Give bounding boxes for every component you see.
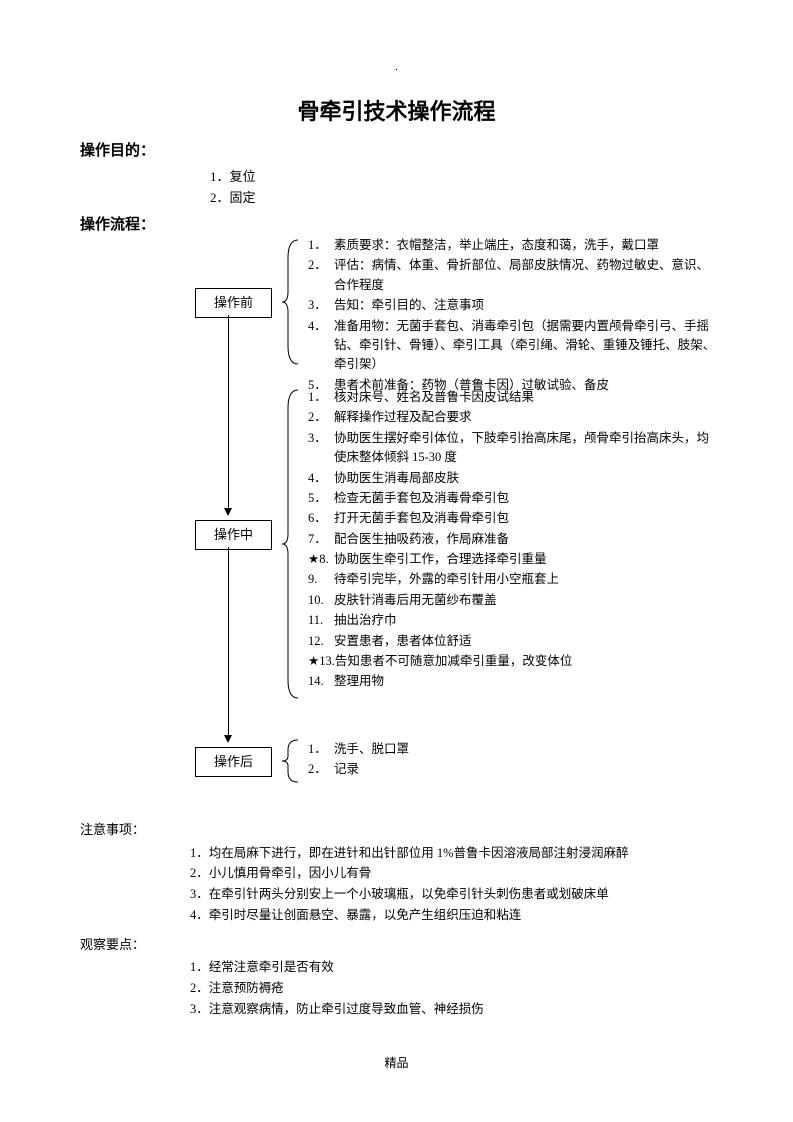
li-txt: 准备用物：无菌手套包、消毒牵引包（据需要内置颅骨牵引弓、手摇钻、牵引针、骨锤）、… [334, 317, 718, 375]
observe-heading: 观察要点： [80, 935, 713, 955]
li-txt: 解释操作过程及配合要求 [334, 408, 718, 427]
li-txt: 记录 [334, 760, 718, 779]
notes-heading: 注意事项： [80, 820, 713, 840]
li-num: ★8. [308, 550, 334, 569]
li-txt: 告知：牵引目的、注意事项 [334, 296, 718, 315]
arrow-head-icon [224, 508, 232, 516]
pre-content: 1．素质要求：衣帽整洁，举止端庄，态度和蔼，洗手，戴口罩 2．评估：病情、体重、… [308, 236, 718, 396]
arrow-line [228, 547, 229, 737]
li-txt: 待牵引完毕，外露的牵引针用小空瓶套上 [334, 570, 718, 589]
li-txt: 协助医生摆好牵引体位，下肢牵引抬高床尾，颅骨牵引抬高床头，均使床整体倾斜 15-… [334, 429, 718, 468]
li-txt: 配合医生抽吸药液，作局麻准备 [334, 530, 718, 549]
li-txt: 协助医生牵引工作，合理选择牵引重量 [334, 550, 718, 569]
notes-item: 1．均在局麻下进行，即在进针和出针部位用 1%普鲁卡因溶液局部注射浸润麻醉 [190, 844, 713, 863]
li-num: 2． [308, 256, 334, 295]
li-num: 6． [308, 509, 334, 528]
stage-box-mid: 操作中 [195, 520, 272, 550]
purpose-item: 1．复位 [210, 167, 713, 187]
arrow-head-icon [224, 735, 232, 743]
li-num: 3． [308, 296, 334, 315]
observe-list: 1．经常注意牵引是否有效 2．注意预防褥疮 3．注意观察病情，防止牵引过度导致血… [190, 958, 713, 1018]
li-num: 1． [308, 388, 334, 407]
li-txt: 告知患者不可随意加减牵引重量，改变体位 [335, 652, 718, 671]
li-num: 9. [308, 570, 334, 589]
li-num: 1． [308, 740, 334, 759]
brace-pre [280, 238, 302, 366]
purpose-item: 2．固定 [210, 188, 713, 208]
purpose-heading: 操作目的： [80, 140, 713, 163]
observe-item: 2．注意预防褥疮 [190, 979, 713, 998]
top-dot: . [80, 60, 713, 75]
arrow-line [228, 315, 229, 510]
brace-post [280, 738, 302, 784]
li-txt: 评估：病情、体重、骨折部位、局部皮肤情况、药物过敏史、意识、合作程度 [334, 256, 718, 295]
li-num: 14. [308, 672, 334, 691]
li-num: 10. [308, 591, 334, 610]
li-num: 3． [308, 429, 334, 468]
notes-section: 注意事项： 1．均在局麻下进行，即在进针和出针部位用 1%普鲁卡因溶液局部注射浸… [80, 820, 713, 1018]
flow-area: 操作前 1．素质要求：衣帽整洁，举止端庄，态度和蔼，洗手，戴口罩 2．评估：病情… [80, 240, 713, 810]
li-txt: 皮肤针消毒后用无菌纱布覆盖 [334, 591, 718, 610]
li-txt: 素质要求：衣帽整洁，举止端庄，态度和蔼，洗手，戴口罩 [334, 236, 718, 255]
li-num: 2． [308, 760, 334, 779]
brace-mid [280, 388, 302, 700]
li-num: 12. [308, 632, 334, 651]
footer-text: 精品 [0, 1054, 793, 1072]
flow-heading: 操作流程： [80, 214, 713, 237]
stage-box-post: 操作后 [195, 747, 272, 777]
post-content: 1．洗手、脱口罩 2．记录 [308, 740, 718, 781]
notes-item: 3．在牵引针两头分别安上一个小玻璃瓶，以免牵引针头刺伤患者或划破床单 [190, 885, 713, 904]
stage-box-pre: 操作前 [195, 288, 272, 318]
li-txt: 抽出治疗巾 [334, 611, 718, 630]
li-txt: 核对床号、姓名及普鲁卡因皮试结果 [334, 388, 718, 407]
li-num: 1． [308, 236, 334, 255]
purpose-list: 1．复位 2．固定 [210, 167, 713, 208]
notes-list: 1．均在局麻下进行，即在进针和出针部位用 1%普鲁卡因溶液局部注射浸润麻醉 2．… [190, 844, 713, 925]
notes-item: 2．小儿慎用骨牵引，因小儿有骨 [190, 864, 713, 883]
page-title: 骨牵引技术操作流程 [80, 95, 713, 128]
li-num: 4． [308, 469, 334, 488]
li-num: 7． [308, 530, 334, 549]
li-txt: 安置患者，患者体位舒适 [334, 632, 718, 651]
observe-item: 3．注意观察病情，防止牵引过度导致血管、神经损伤 [190, 1000, 713, 1019]
li-num: 5． [308, 489, 334, 508]
li-txt: 协助医生消毒局部皮肤 [334, 469, 718, 488]
li-num: 11. [308, 611, 334, 630]
li-num: 2． [308, 408, 334, 427]
notes-item: 4．牵引时尽量让创面悬空、暴露，以免产生组织压迫和粘连 [190, 906, 713, 925]
li-txt: 整理用物 [334, 672, 718, 691]
observe-item: 1．经常注意牵引是否有效 [190, 958, 713, 977]
li-txt: 检查无菌手套包及消毒骨牵引包 [334, 489, 718, 508]
li-num: ★13. [308, 652, 335, 671]
li-txt: 洗手、脱口罩 [334, 740, 718, 759]
li-num: 4． [308, 317, 334, 375]
mid-content: 1．核对床号、姓名及普鲁卡因皮试结果 2．解释操作过程及配合要求 3．协助医生摆… [308, 388, 718, 693]
li-txt: 打开无菌手套包及消毒骨牵引包 [334, 509, 718, 528]
